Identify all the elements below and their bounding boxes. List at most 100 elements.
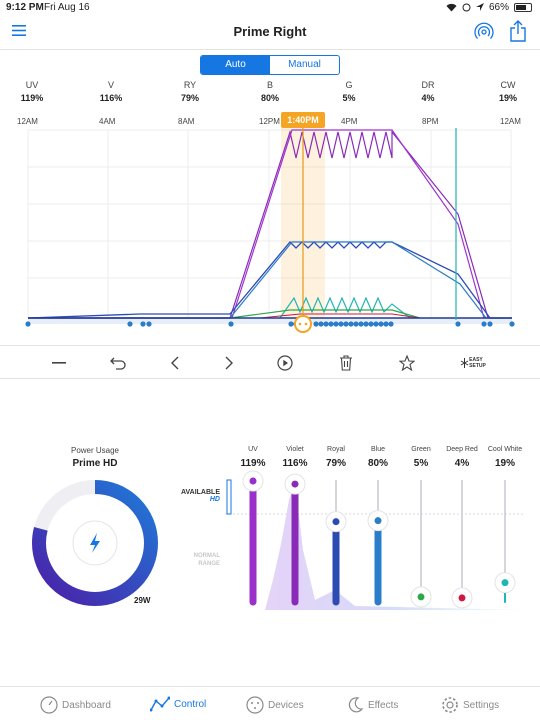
chevron-left-icon bbox=[171, 356, 179, 370]
previous-button[interactable] bbox=[163, 354, 187, 372]
timeline-points[interactable] bbox=[25, 321, 515, 327]
delete-button[interactable] bbox=[334, 354, 358, 372]
status-bar: 9:12 PM Fri Aug 16 66% bbox=[0, 0, 540, 16]
devices-icon bbox=[246, 696, 264, 714]
menu-icon[interactable] bbox=[12, 25, 26, 36]
power-usage-label: Power Usage bbox=[70, 446, 120, 455]
mode-toggle: Auto Manual bbox=[200, 55, 340, 75]
dashboard-icon bbox=[40, 696, 58, 714]
power-device-name: Prime HD bbox=[72, 458, 118, 469]
slider-label: Blue bbox=[370, 446, 385, 453]
wireless-icon[interactable] bbox=[474, 22, 494, 42]
top-bar: Prime Right bbox=[0, 16, 540, 50]
coolwhite-curve bbox=[279, 296, 411, 319]
timeline-track bbox=[28, 318, 512, 324]
status-time: 9:12 PM bbox=[6, 2, 44, 13]
power-ring bbox=[32, 480, 158, 606]
slider-knob-dot bbox=[249, 477, 257, 485]
channel-g: G 5% bbox=[342, 80, 356, 103]
violet-curve bbox=[28, 129, 512, 319]
slider-label: Deep Red bbox=[446, 446, 478, 453]
slider-value: 116% bbox=[282, 458, 308, 469]
page-title: Prime Right bbox=[233, 24, 307, 39]
slider-value: 80% bbox=[367, 458, 388, 469]
nav-devices[interactable]: Devices bbox=[246, 696, 304, 714]
slider-knob-dot bbox=[332, 518, 340, 526]
undo-button[interactable] bbox=[106, 354, 130, 372]
easy-setup-icon bbox=[460, 358, 469, 368]
chevron-right-icon bbox=[225, 356, 233, 370]
hd-range-bracket bbox=[226, 479, 232, 515]
bottom-nav: Dashboard Control Devices Effects Settin… bbox=[0, 686, 540, 720]
time-tick: 12PM bbox=[259, 117, 280, 126]
trash-icon bbox=[340, 355, 352, 371]
slider-knob-dot bbox=[291, 480, 299, 488]
minus-icon bbox=[52, 362, 66, 364]
spectrum-graph bbox=[265, 482, 525, 610]
deepred-curve bbox=[259, 313, 421, 319]
slider-label: Cool White bbox=[487, 446, 523, 453]
status-date: Fri Aug 16 bbox=[44, 2, 90, 13]
favorite-button[interactable] bbox=[395, 354, 419, 372]
slider-label: Royal bbox=[327, 446, 345, 453]
slider-label: Violet bbox=[286, 446, 304, 453]
time-tick: 8PM bbox=[422, 117, 439, 126]
slider-value: 79% bbox=[325, 458, 346, 469]
power-ring-fill bbox=[32, 480, 158, 606]
slider-value: 119% bbox=[240, 458, 266, 469]
slider-label: UV bbox=[248, 446, 258, 453]
slider-label: Green bbox=[411, 446, 431, 453]
green-curve bbox=[229, 309, 421, 319]
nav-control[interactable]: Control bbox=[150, 696, 206, 712]
slider-value: 5% bbox=[413, 458, 429, 469]
nav-dashboard[interactable]: Dashboard bbox=[40, 696, 111, 714]
channel-b: B 80% bbox=[260, 80, 279, 103]
share-icon[interactable] bbox=[510, 20, 526, 42]
easy-setup-button[interactable]: EASY SETUP bbox=[458, 354, 488, 372]
nav-settings[interactable]: Settings bbox=[441, 696, 499, 714]
uv-curve bbox=[28, 129, 485, 319]
battery-percent: 66% bbox=[488, 2, 509, 13]
lightning-icon bbox=[90, 533, 100, 553]
location-icon bbox=[475, 3, 484, 11]
slider-knob-dot bbox=[458, 594, 466, 602]
play-icon bbox=[277, 355, 293, 371]
channel-v: V 116% bbox=[99, 80, 123, 103]
normal-range-label: NORMAL RANGE bbox=[193, 553, 220, 567]
royal-curve bbox=[27, 241, 512, 319]
gear-icon bbox=[442, 697, 458, 713]
next-button[interactable] bbox=[217, 354, 241, 372]
channel-sliders bbox=[225, 470, 525, 610]
time-tick: 12AM bbox=[500, 117, 521, 126]
time-scrubber-dot bbox=[304, 322, 308, 326]
battery-icon bbox=[514, 3, 532, 12]
time-tick: 8AM bbox=[178, 117, 195, 126]
available-hd-label: AVAILABLE HD bbox=[180, 489, 220, 503]
effects-icon bbox=[348, 697, 364, 713]
current-time-label: 1:40PM bbox=[281, 112, 325, 128]
slider-knob-dot bbox=[501, 579, 509, 587]
power-watts: 29W bbox=[134, 596, 151, 605]
schedule-chart[interactable] bbox=[0, 128, 540, 340]
time-scrubber-handle[interactable] bbox=[294, 315, 312, 333]
schedule-toolbar: EASY SETUP bbox=[0, 345, 540, 379]
star-icon bbox=[399, 355, 415, 371]
time-tick: 4PM bbox=[341, 117, 358, 126]
slider-knob-dot bbox=[374, 517, 382, 525]
alarm-icon bbox=[462, 3, 471, 12]
time-tick: 12AM bbox=[17, 117, 38, 126]
mode-auto-button[interactable]: Auto bbox=[201, 56, 270, 74]
chart-grid bbox=[27, 129, 512, 318]
mode-manual-button[interactable]: Manual bbox=[288, 59, 321, 70]
undo-icon bbox=[110, 357, 126, 370]
slider-value: 4% bbox=[454, 458, 470, 469]
wifi-icon bbox=[446, 3, 457, 12]
nav-effects[interactable]: Effects bbox=[346, 696, 398, 714]
channel-uv: UV 119% bbox=[20, 80, 44, 103]
preview-button[interactable] bbox=[273, 354, 297, 372]
channel-cw: CW 19% bbox=[498, 80, 517, 103]
time-tick: 4AM bbox=[99, 117, 116, 126]
channel-ry: RY 79% bbox=[180, 80, 199, 103]
minus-button[interactable] bbox=[47, 354, 71, 372]
slider-knob-dot bbox=[417, 593, 425, 601]
